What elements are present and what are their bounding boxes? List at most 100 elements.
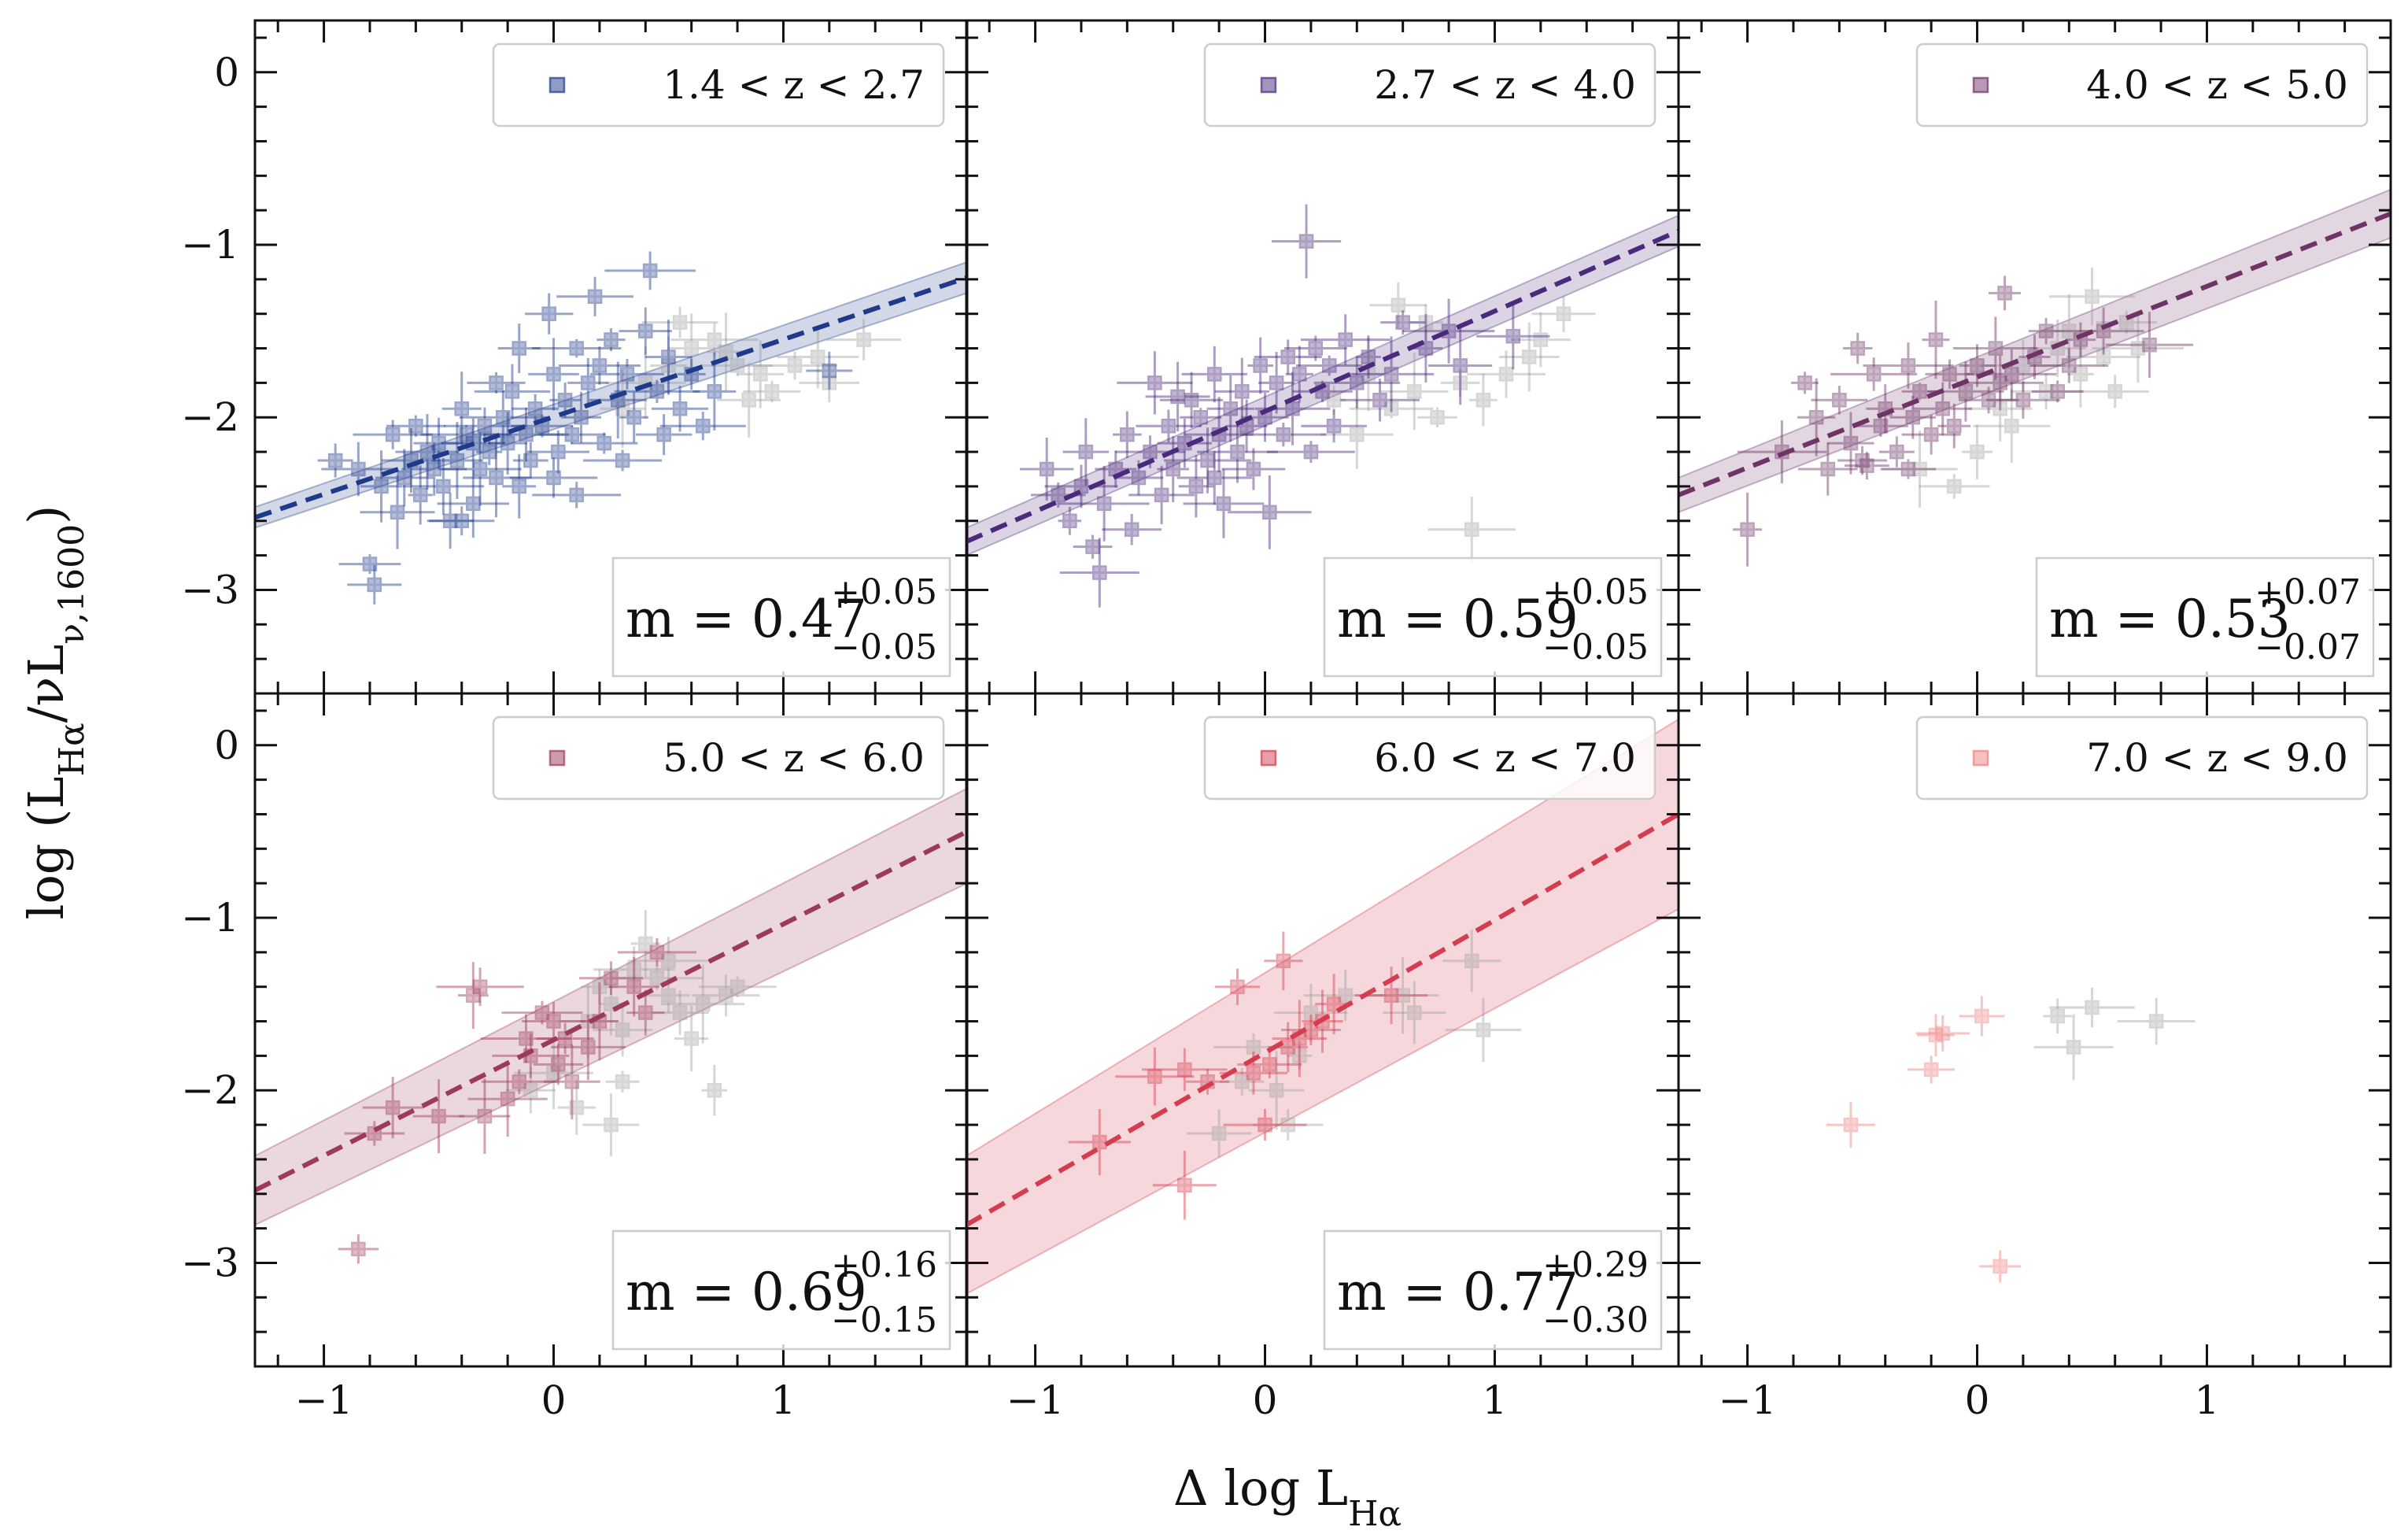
- grey-data-marker: [649, 970, 665, 985]
- grey-data-point: [1417, 407, 1457, 427]
- grey-data-marker: [707, 1082, 722, 1098]
- grey-data-marker: [856, 332, 871, 347]
- data-marker: [1177, 1062, 1192, 1078]
- data-point: [1136, 409, 1202, 442]
- data-point: [1797, 442, 1858, 496]
- data-point: [608, 956, 659, 1017]
- data-marker: [1092, 1134, 1107, 1150]
- grey-data-point: [600, 369, 646, 449]
- data-point: [644, 320, 692, 394]
- slope-main: m = 0.47: [626, 589, 867, 649]
- grey-data-marker: [604, 1117, 619, 1133]
- slope-annotation: m = 0.77+0.29 −0.30: [1323, 1229, 1663, 1351]
- data-marker: [1820, 461, 1836, 477]
- grey-data-point: [582, 1093, 640, 1157]
- data-marker: [596, 435, 611, 451]
- data-point: [1826, 1102, 1876, 1148]
- slope-annotation: m = 0.47+0.05 −0.05: [611, 556, 951, 678]
- grey-data-marker: [1395, 988, 1410, 1003]
- data-marker: [1993, 375, 2007, 390]
- data-point: [1844, 452, 1889, 480]
- grey-data-marker: [1498, 367, 1514, 382]
- data-point: [1157, 436, 1190, 502]
- data-marker: [1230, 444, 1245, 460]
- grey-data-marker: [1326, 393, 1342, 408]
- data-point: [2028, 317, 2064, 345]
- legend-label: 6.0 < z < 7.0: [1374, 735, 1636, 781]
- data-marker: [546, 470, 561, 486]
- data-marker: [385, 427, 401, 442]
- data-point: [578, 961, 644, 996]
- grey-data-point: [651, 990, 709, 1035]
- data-point: [429, 506, 495, 536]
- data-marker: [1797, 375, 1812, 390]
- data-marker: [512, 1074, 526, 1089]
- data-marker: [615, 453, 630, 468]
- data-marker: [397, 470, 412, 486]
- data-marker: [1096, 496, 1112, 512]
- data-point: [571, 432, 638, 454]
- data-point: [427, 493, 474, 549]
- data-marker: [519, 1031, 534, 1046]
- grey-data-marker: [2130, 341, 2146, 356]
- data-point: [583, 449, 663, 471]
- data-marker: [1235, 384, 1250, 399]
- slope-annotation: m = 0.53+0.07 −0.07: [2035, 556, 2375, 678]
- data-point: [1115, 1047, 1195, 1106]
- slope-upper-error: +0.07: [2255, 572, 2361, 612]
- grey-data-marker: [1947, 479, 1962, 494]
- data-point: [1254, 339, 1322, 375]
- data-marker: [1280, 349, 1295, 364]
- data-marker: [1942, 367, 1957, 382]
- data-point: [1901, 414, 1961, 455]
- data-point: [1959, 344, 1996, 387]
- data-marker: [512, 479, 526, 494]
- data-marker: [1092, 565, 1107, 580]
- data-marker: [362, 556, 378, 571]
- legend-marker: [1260, 749, 1277, 767]
- grey-data-point: [1442, 930, 1501, 993]
- grey-data-marker: [822, 375, 837, 390]
- data-point: [1197, 420, 1278, 483]
- grey-data-point: [1366, 956, 1439, 1034]
- data-point: [1959, 996, 2005, 1037]
- data-point: [1183, 468, 1265, 538]
- data-point: [1117, 351, 1193, 415]
- data-marker: [1262, 1057, 1277, 1072]
- data-marker: [500, 435, 515, 451]
- data-marker: [661, 349, 676, 364]
- y-tick-label: −1: [181, 895, 239, 941]
- grey-data-marker: [741, 393, 756, 408]
- grey-data-marker: [1246, 1040, 1261, 1055]
- panel-3: 4.0 < z < 5.0 m = 0.53+0.07 −0.07: [1677, 19, 2392, 695]
- x-tick-label: 0: [541, 1377, 567, 1423]
- grey-data-point: [1352, 337, 1385, 412]
- data-point: [413, 417, 464, 469]
- fit-confidence-band: [255, 787, 967, 1226]
- data-marker: [1124, 522, 1139, 537]
- data-point: [1937, 403, 1971, 449]
- grey-data-point: [752, 351, 837, 380]
- y-tick-label: 0: [214, 50, 239, 95]
- data-marker: [1850, 341, 1865, 356]
- data-point: [338, 554, 401, 575]
- grey-data-point: [630, 910, 660, 978]
- data-point: [1223, 1108, 1307, 1141]
- grey-data-point: [2067, 341, 2094, 408]
- data-marker: [1843, 435, 1859, 451]
- legend-label: 7.0 < z < 9.0: [2086, 735, 2348, 781]
- data-point: [1068, 1109, 1131, 1175]
- fit-line: [966, 812, 1679, 1227]
- data-point: [1267, 441, 1355, 463]
- data-point: [1258, 352, 1295, 414]
- data-marker: [642, 263, 658, 279]
- grey-data-point: [2048, 267, 2136, 326]
- grey-data-point: [1440, 368, 1480, 397]
- grey-data-point: [1248, 1051, 1305, 1130]
- data-point: [408, 465, 433, 525]
- grey-data-point: [698, 976, 777, 997]
- data-marker: [1120, 427, 1135, 442]
- data-point: [1176, 450, 1253, 505]
- grey-data-point: [777, 325, 859, 389]
- data-marker: [626, 979, 641, 994]
